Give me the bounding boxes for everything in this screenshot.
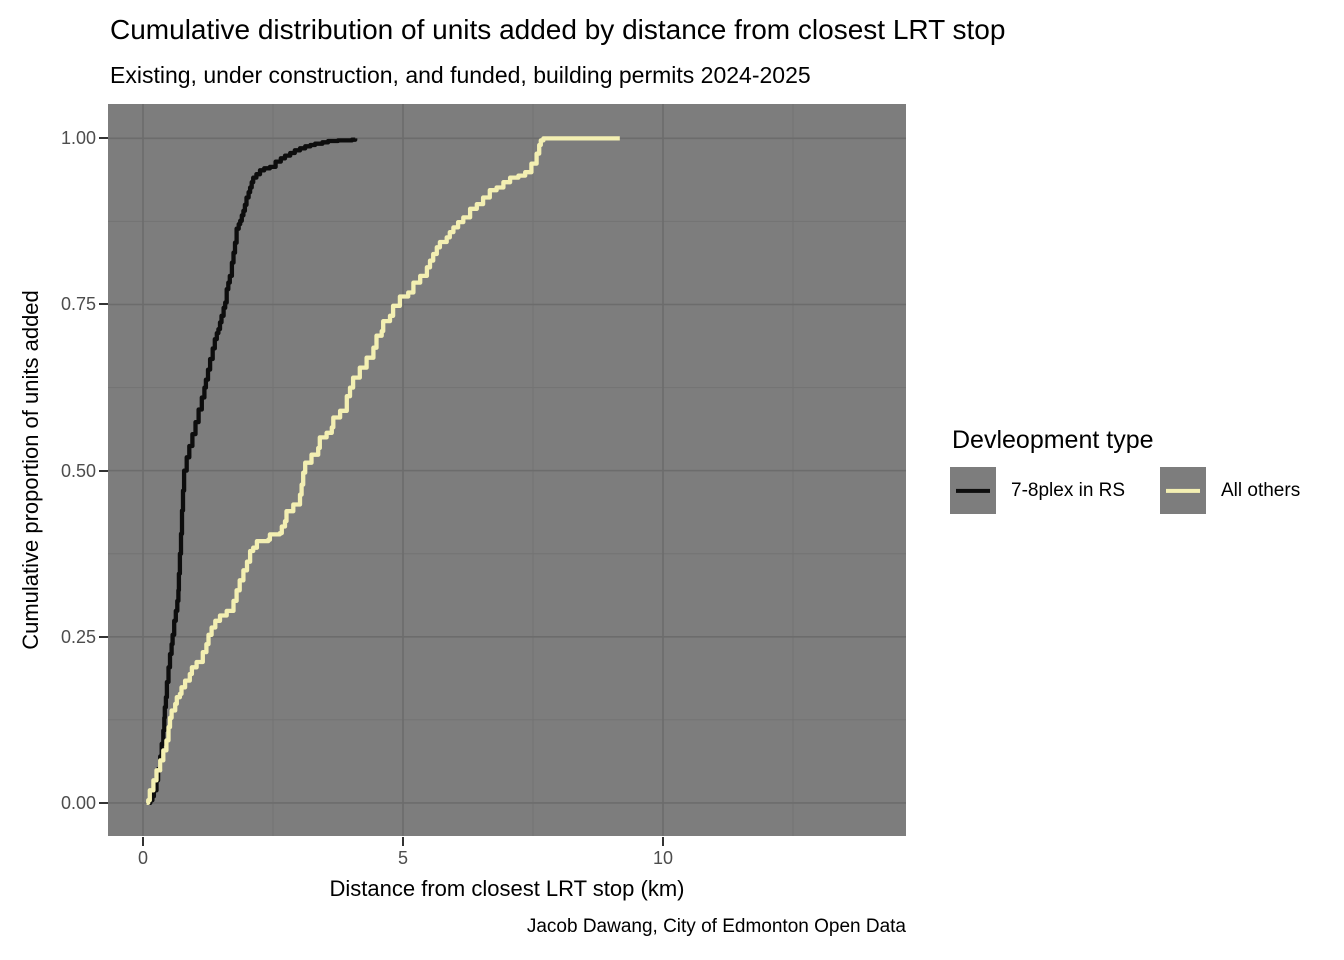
y-tick-label: 1.00	[60, 128, 96, 149]
x-tick-mark	[662, 837, 664, 846]
y-tick-label: 0.75	[60, 294, 96, 315]
y-tick-label: 0.50	[60, 460, 96, 481]
y-tick-label: 0.25	[60, 626, 96, 647]
plot-panel	[108, 104, 906, 836]
x-tick-label: 5	[397, 848, 408, 868]
legend-line-sample-yellow	[1166, 488, 1200, 493]
plot-svg	[108, 104, 906, 836]
x-tick-mark	[401, 837, 404, 846]
legend-label-7-8plex-in-rs: 7-8plex in RS	[1011, 480, 1126, 501]
x-tick-mark	[141, 837, 144, 846]
y-tick-mark	[99, 137, 108, 140]
legend-key-7-8plex-in-rs	[950, 467, 996, 514]
y-tick-mark	[99, 469, 108, 472]
y-tick-mark	[99, 635, 108, 638]
x-tick-label: 10	[652, 848, 674, 868]
chart-title: Cumulative distribution of units added b…	[110, 14, 1006, 45]
x-axis-title: Distance from closest LRT stop (km)	[329, 876, 685, 901]
legend-label-all-others: All others	[1221, 480, 1301, 501]
y-tick-mark	[99, 801, 108, 804]
legend-title: Devleopment type	[952, 426, 1154, 454]
legend-key-all-others	[1160, 467, 1206, 514]
chart-subtitle: Existing, under construction, and funded…	[110, 62, 811, 88]
series-all-others	[146, 136, 620, 806]
legend-line-sample-black	[956, 488, 990, 493]
series-7-8plex-in-rs	[148, 137, 358, 806]
y-tick-label: 0.00	[60, 792, 96, 813]
x-tick-label: 0	[137, 848, 148, 868]
caption: Jacob Dawang, City of Edmonton Open Data	[526, 916, 906, 937]
y-tick-mark	[99, 303, 108, 306]
